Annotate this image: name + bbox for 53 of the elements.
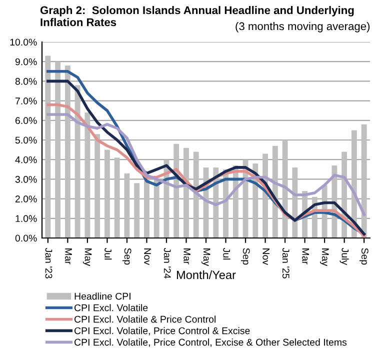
bar — [184, 148, 189, 238]
bar — [84, 112, 90, 238]
x-tick-label: Sep — [240, 248, 250, 265]
x-tick-label: Jan '25 — [282, 248, 290, 278]
y-tick-label: 4.0% — [15, 156, 37, 164]
bar — [124, 173, 130, 238]
y-tick-label: 6.0% — [15, 117, 37, 124]
bar — [292, 167, 298, 238]
x-tick-label: May — [82, 248, 92, 266]
x-tick-label: Jul — [104, 248, 112, 260]
y-tick-label: 8.0% — [15, 78, 37, 85]
x-tick-label: May — [320, 248, 329, 266]
x-axis-title: Month/Year — [176, 270, 236, 280]
bar — [64, 66, 70, 238]
bar — [45, 56, 51, 238]
x-tick-label: Mar — [65, 248, 72, 264]
x-tick-label: Sep — [122, 248, 132, 265]
x-tick-label: May — [201, 248, 210, 266]
bar — [94, 134, 100, 238]
legend-label: CPI Excl. Volatile, Price Control, Excise & Other Selected Items — [74, 338, 347, 347]
legend-label: Headline CPI — [74, 292, 130, 300]
x-tick-label: Jan '23 — [45, 248, 52, 278]
legend-label: CPI Excl. Volatile — [74, 304, 148, 312]
legend-label: CPI Excl. Volatile, Price Control & Excise — [74, 327, 250, 336]
x-tick-label: Nov — [144, 248, 151, 265]
y-tick-label: 5.0% — [15, 136, 37, 144]
bar — [154, 179, 160, 238]
bar — [55, 62, 61, 238]
y-tick-label: 9.0% — [15, 58, 37, 66]
y-tick-label: 10.0% — [10, 38, 37, 46]
bar — [193, 152, 199, 238]
x-tick-label: Jan '24 — [164, 248, 171, 278]
y-tick-label: 1.0% — [16, 215, 37, 222]
y-tick-label: 7.0% — [15, 98, 37, 104]
bar — [104, 150, 110, 238]
bar — [361, 124, 367, 238]
x-tick-label: Jul — [223, 248, 230, 260]
x-tick-label: July — [340, 248, 349, 265]
line-series — [46, 113, 366, 216]
x-tick-label: Mar — [302, 248, 309, 264]
chart-subtitle: (3 months moving average) — [236, 22, 370, 32]
bar — [282, 140, 288, 238]
bar — [114, 158, 120, 238]
x-tick-label: Sep — [360, 248, 368, 265]
y-tick-label: 3.0% — [15, 176, 37, 183]
x-tick-label: Nov — [262, 248, 270, 265]
x-tick-label: Mar — [184, 248, 190, 264]
y-tick-label: 2.0% — [15, 196, 37, 202]
y-tick-label: 0.0% — [15, 234, 37, 242]
bar — [144, 177, 150, 238]
bar — [74, 85, 80, 238]
bar — [134, 183, 140, 238]
legend-label: CPI Excl. Volatile & Price Control — [74, 316, 216, 323]
